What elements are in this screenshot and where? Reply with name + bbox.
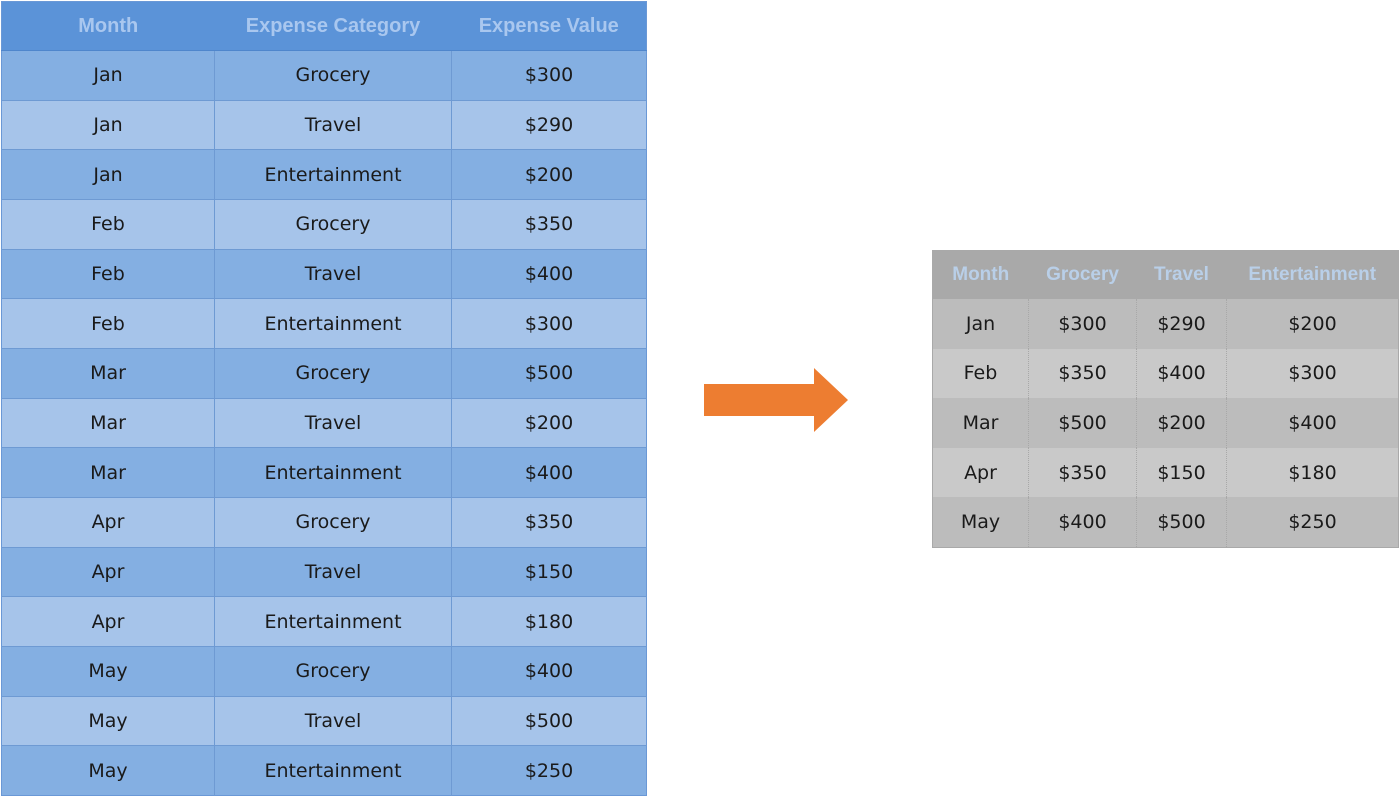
table-cell: Travel <box>214 248 452 299</box>
table-cell: $180 <box>1226 447 1399 498</box>
table-cell: $300 <box>1226 348 1399 399</box>
table-cell: Entertainment <box>214 298 452 349</box>
table-row: May Grocery $400 <box>1 645 647 697</box>
table-cell: $350 <box>1028 348 1137 399</box>
table-row: Apr Travel $150 <box>1 546 647 597</box>
source-table-header-row: Month Expense Category Expense Value <box>1 1 647 51</box>
table-cell: Apr <box>1 546 215 597</box>
table-cell: $150 <box>1136 447 1227 498</box>
table-cell: $250 <box>1226 497 1399 548</box>
table-cell: $400 <box>451 248 647 299</box>
table-row: Feb Entertainment $300 <box>1 298 647 349</box>
table-cell: Travel <box>214 546 452 597</box>
table-cell: May <box>1 745 215 796</box>
table-cell: Mar <box>1 347 215 399</box>
table-row: Jan Entertainment $200 <box>1 149 647 200</box>
table-cell: $400 <box>451 447 647 498</box>
header-expense-value: Expense Value <box>451 1 647 51</box>
table-row: Feb Travel $400 <box>1 248 647 299</box>
table-cell: May <box>932 497 1029 548</box>
table-cell: $180 <box>451 596 647 647</box>
header-expense-category: Expense Category <box>214 1 452 51</box>
table-cell: Grocery <box>214 347 452 399</box>
table-cell: Entertainment <box>214 596 452 647</box>
table-cell: $150 <box>451 546 647 597</box>
table-row: Feb $350 $400 $300 <box>932 348 1399 399</box>
table-cell: Feb <box>1 198 215 250</box>
table-cell: May <box>1 695 215 746</box>
table-cell: Apr <box>932 447 1029 498</box>
table-cell: $350 <box>451 198 647 250</box>
table-row: Mar $500 $200 $400 <box>932 398 1399 448</box>
pivot-table: Month Grocery Travel Entertainment Jan $3… <box>932 250 1399 548</box>
table-cell: $400 <box>1136 348 1227 399</box>
table-cell: Travel <box>214 397 452 448</box>
table-cell: Travel <box>214 99 452 150</box>
table-cell: Entertainment <box>214 447 452 498</box>
table-cell: Mar <box>1 447 215 498</box>
table-row: Feb Grocery $350 <box>1 198 647 250</box>
table-cell: $300 <box>451 50 647 101</box>
table-cell: Grocery <box>214 50 452 101</box>
table-row: Mar Travel $200 <box>1 397 647 448</box>
table-row: Apr Grocery $350 <box>1 496 647 548</box>
table-cell: $400 <box>451 645 647 697</box>
table-cell: $350 <box>1028 447 1137 498</box>
table-cell: Grocery <box>214 496 452 548</box>
table-row: Jan Travel $290 <box>1 99 647 150</box>
table-row: Jan Grocery $300 <box>1 50 647 101</box>
table-cell: $200 <box>1136 398 1227 448</box>
source-table: Month Expense Category Expense Value Jan… <box>1 1 647 796</box>
table-row: May Travel $500 <box>1 695 647 746</box>
table-cell: $400 <box>1226 398 1399 448</box>
table-cell: May <box>1 645 215 697</box>
table-cell: Grocery <box>214 645 452 697</box>
table-cell: Feb <box>932 348 1029 399</box>
table-cell: $200 <box>451 149 647 200</box>
table-cell: $290 <box>1136 299 1227 349</box>
table-cell: $500 <box>1028 398 1137 448</box>
right-arrow-icon <box>704 368 848 432</box>
table-cell: Jan <box>1 99 215 150</box>
header-entertainment: Entertainment <box>1226 250 1399 299</box>
pivot-table-header-row: Month Grocery Travel Entertainment <box>932 250 1399 299</box>
table-row: Apr $350 $150 $180 <box>932 447 1399 498</box>
table-cell: $200 <box>1226 299 1399 349</box>
table-cell: $400 <box>1028 497 1137 548</box>
table-row: Apr Entertainment $180 <box>1 596 647 647</box>
table-cell: $500 <box>1136 497 1227 548</box>
table-cell: $250 <box>451 745 647 796</box>
table-cell: Mar <box>932 398 1029 448</box>
table-cell: Feb <box>1 298 215 349</box>
table-cell: Jan <box>1 149 215 200</box>
table-cell: $500 <box>451 347 647 399</box>
table-cell: Entertainment <box>214 149 452 200</box>
table-cell: Entertainment <box>214 745 452 796</box>
table-row: May Entertainment $250 <box>1 745 647 796</box>
table-cell: Jan <box>932 299 1029 349</box>
table-cell: Feb <box>1 248 215 299</box>
table-row: Mar Grocery $500 <box>1 347 647 399</box>
header-month: Month <box>932 250 1029 299</box>
table-cell: $200 <box>451 397 647 448</box>
table-row: Mar Entertainment $400 <box>1 447 647 498</box>
table-cell: $500 <box>451 695 647 746</box>
header-month: Month <box>1 1 215 51</box>
table-cell: $300 <box>1028 299 1137 349</box>
table-cell: Travel <box>214 695 452 746</box>
table-cell: Jan <box>1 50 215 101</box>
table-cell: Mar <box>1 397 215 448</box>
table-cell: $300 <box>451 298 647 349</box>
table-cell: $350 <box>451 496 647 548</box>
table-cell: $290 <box>451 99 647 150</box>
table-row: May $400 $500 $250 <box>932 497 1399 548</box>
table-cell: Apr <box>1 496 215 548</box>
table-cell: Apr <box>1 596 215 647</box>
table-row: Jan $300 $290 $200 <box>932 299 1399 349</box>
header-grocery: Grocery <box>1028 250 1137 299</box>
table-cell: Grocery <box>214 198 452 250</box>
header-travel: Travel <box>1136 250 1227 299</box>
